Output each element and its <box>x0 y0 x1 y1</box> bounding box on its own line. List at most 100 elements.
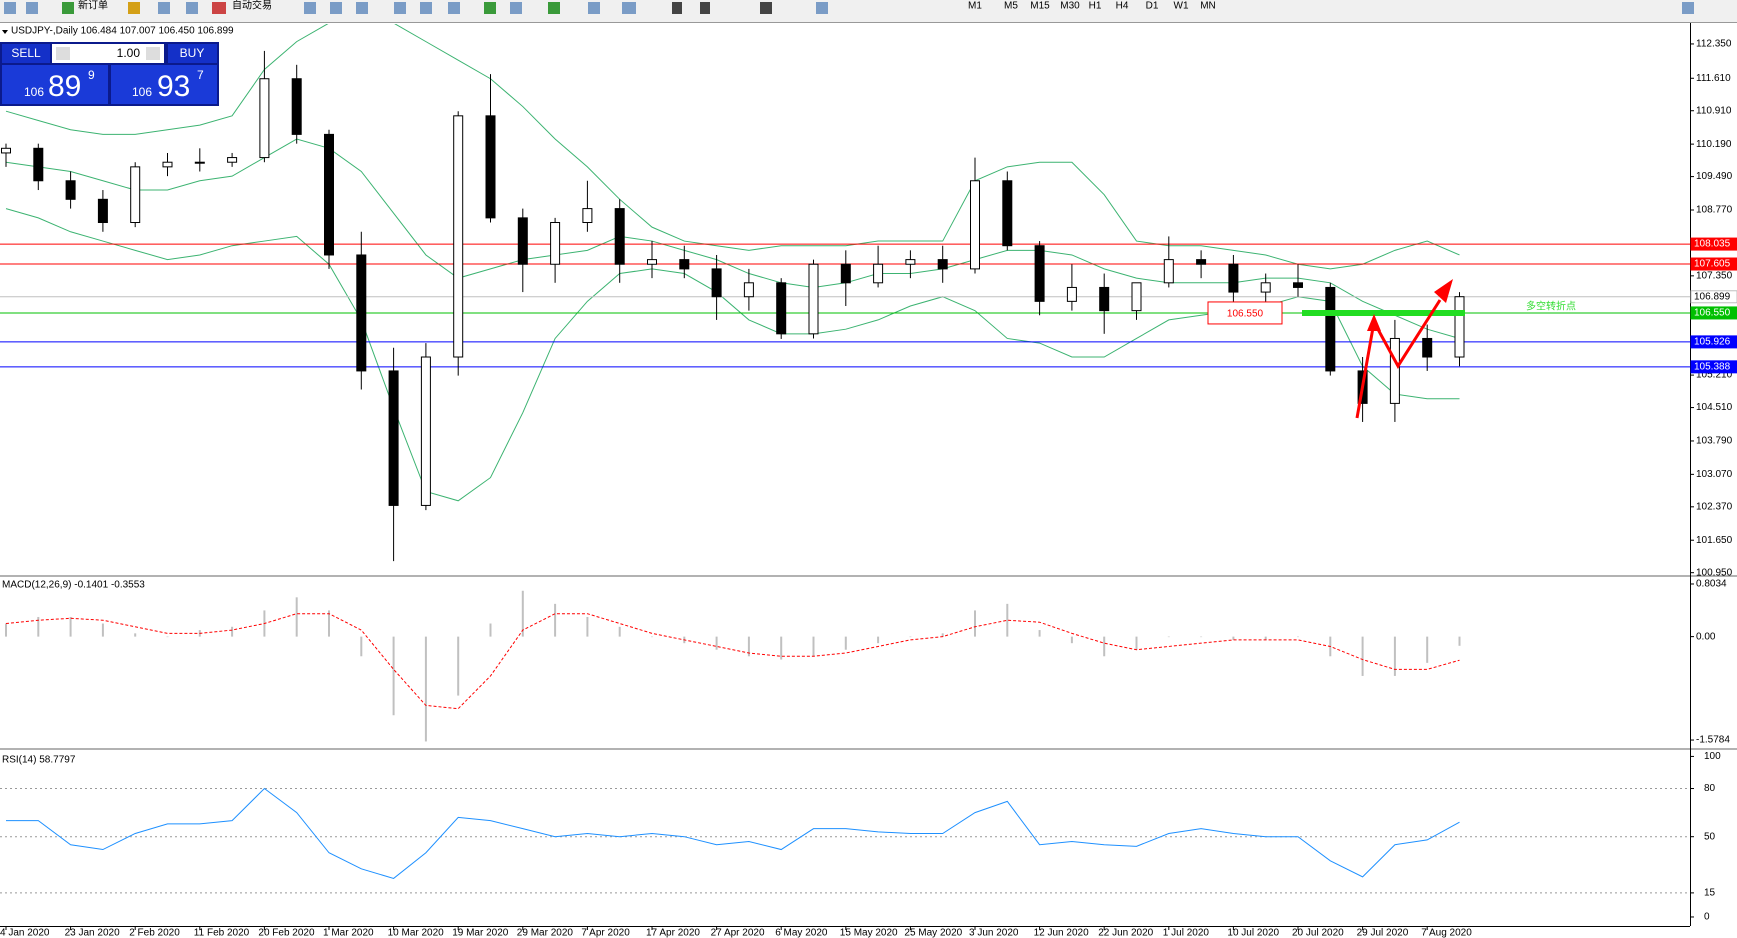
x-tick-label: 1 Jul 2020 <box>1163 928 1210 938</box>
lots-down[interactable] <box>56 47 70 60</box>
candle-body <box>1293 282 1303 288</box>
new-order-button[interactable]: 新订单 <box>78 0 108 12</box>
annotation-arrowhead <box>1367 314 1381 331</box>
timeframe-button[interactable]: M1 <box>968 1 982 12</box>
candle-body <box>388 370 399 506</box>
y-tick-label: 103.790 <box>1696 436 1733 447</box>
y-tick-label: 111.610 <box>1696 73 1731 84</box>
macd-bar <box>134 633 137 637</box>
y-tick-label: 110.190 <box>1696 139 1732 150</box>
timeframe-button[interactable]: M15 <box>1030 1 1050 12</box>
y-tick-label: -1.5784 <box>1696 735 1730 746</box>
x-tick-label: 19 Mar 2020 <box>452 928 509 938</box>
candle-body <box>1422 337 1433 358</box>
candle-body <box>1454 296 1465 358</box>
y-tick-label: 109.490 <box>1696 171 1733 182</box>
candle-body <box>840 263 851 284</box>
y-tick-label: 101.650 <box>1696 535 1733 546</box>
macd-bar <box>231 626 234 637</box>
candle-body <box>905 259 916 265</box>
macd-bar <box>101 623 104 637</box>
candle-body <box>485 115 496 219</box>
candle-body <box>550 222 561 265</box>
candle-body <box>679 259 690 270</box>
sell-button[interactable] <box>2 44 50 63</box>
macd-bar <box>1361 636 1364 676</box>
macd-bar <box>37 616 40 637</box>
buy-point: 7 <box>197 68 204 82</box>
sell-price-button[interactable] <box>2 65 108 104</box>
candle-body <box>970 180 980 270</box>
buy-label: BUY <box>180 46 205 60</box>
y-tick-label: 105.210 <box>1696 370 1733 381</box>
auto-trading-button[interactable]: 自动交易 <box>232 0 272 12</box>
buy-button[interactable] <box>168 44 217 63</box>
price-level-box <box>1690 335 1737 349</box>
macd-signal <box>5 613 1460 710</box>
price-level-box <box>1690 306 1737 320</box>
sell-big-figure: 106 <box>24 85 44 99</box>
annotation-arrow-path <box>1355 299 1442 419</box>
macd-bar <box>295 597 298 637</box>
lots-up[interactable] <box>146 47 160 60</box>
lots-value[interactable]: 1.00 <box>117 46 141 60</box>
candle-body <box>743 282 754 298</box>
candle-body <box>453 115 464 358</box>
price-level-box <box>1690 360 1737 374</box>
macd-bar <box>651 636 653 638</box>
candle-body <box>33 147 44 182</box>
x-tick-label: 23 Jan 2020 <box>65 928 120 938</box>
timeframe-button[interactable]: W1 <box>1174 1 1189 12</box>
buy-price-button[interactable] <box>111 65 217 104</box>
macd-bar <box>521 590 524 637</box>
y-tick-label: 112.350 <box>1696 39 1732 50</box>
y-tick-label: 104.510 <box>1696 402 1733 413</box>
macd-bar <box>1103 636 1106 657</box>
one-click-trading-panel: SELL 1.00 BUY 106 89 9 106 93 7 <box>0 42 219 106</box>
candle-body <box>1 147 11 154</box>
x-tick-label: 7 Apr 2020 <box>581 928 630 938</box>
rsi-line <box>6 787 1460 879</box>
timeframe-button[interactable]: M5 <box>1004 1 1018 12</box>
macd-bar <box>812 636 815 657</box>
candle-body <box>1196 259 1207 265</box>
candle-body <box>1163 259 1174 284</box>
macd-bar <box>1458 636 1461 646</box>
price-level-label: 107.605 <box>1694 259 1731 270</box>
candle-body <box>1002 180 1013 247</box>
x-tick-label: 22 Jun 2020 <box>1098 928 1153 938</box>
macd-bar <box>1232 636 1235 640</box>
timeframe-button[interactable]: H1 <box>1089 1 1102 12</box>
x-tick-label: 11 Feb 2020 <box>194 928 250 938</box>
macd-bar <box>586 616 589 637</box>
x-tick-label: 6 May 2020 <box>775 928 828 938</box>
y-tick-label: 50 <box>1704 831 1716 842</box>
y-tick-label: 110.910 <box>1696 105 1732 116</box>
y-tick-label: 107.350 <box>1696 270 1733 281</box>
x-tick-label: 15 May 2020 <box>840 928 898 938</box>
candle-body <box>711 268 722 298</box>
timeframe-button[interactable]: H4 <box>1116 1 1129 12</box>
macd-bar <box>715 636 718 650</box>
macd-bar <box>69 616 72 637</box>
timeframe-button[interactable]: D1 <box>1146 1 1159 12</box>
y-tick-label: 0 <box>1704 912 1710 923</box>
x-tick-label: 20 Feb 2020 <box>258 928 315 938</box>
timeframe-button[interactable]: M30 <box>1060 1 1080 12</box>
candle-body <box>1034 245 1045 302</box>
y-tick-label: 108.770 <box>1696 205 1733 216</box>
x-tick-label: 12 Jun 2020 <box>1034 928 1089 938</box>
candle-body <box>420 356 431 506</box>
bollinger-lower <box>5 208 1460 502</box>
timeframe-button[interactable]: MN <box>1200 1 1216 12</box>
x-tick-label: 10 Jul 2020 <box>1227 928 1279 938</box>
candle-body <box>582 208 593 224</box>
x-tick-label: 10 Mar 2020 <box>388 928 445 938</box>
y-tick-label: 100 <box>1704 751 1721 762</box>
macd-bar <box>618 626 621 637</box>
y-tick-label: 103.070 <box>1696 469 1733 480</box>
x-tick-label: 1 Mar 2020 <box>323 928 374 938</box>
y-tick-label: 15 <box>1704 888 1716 899</box>
